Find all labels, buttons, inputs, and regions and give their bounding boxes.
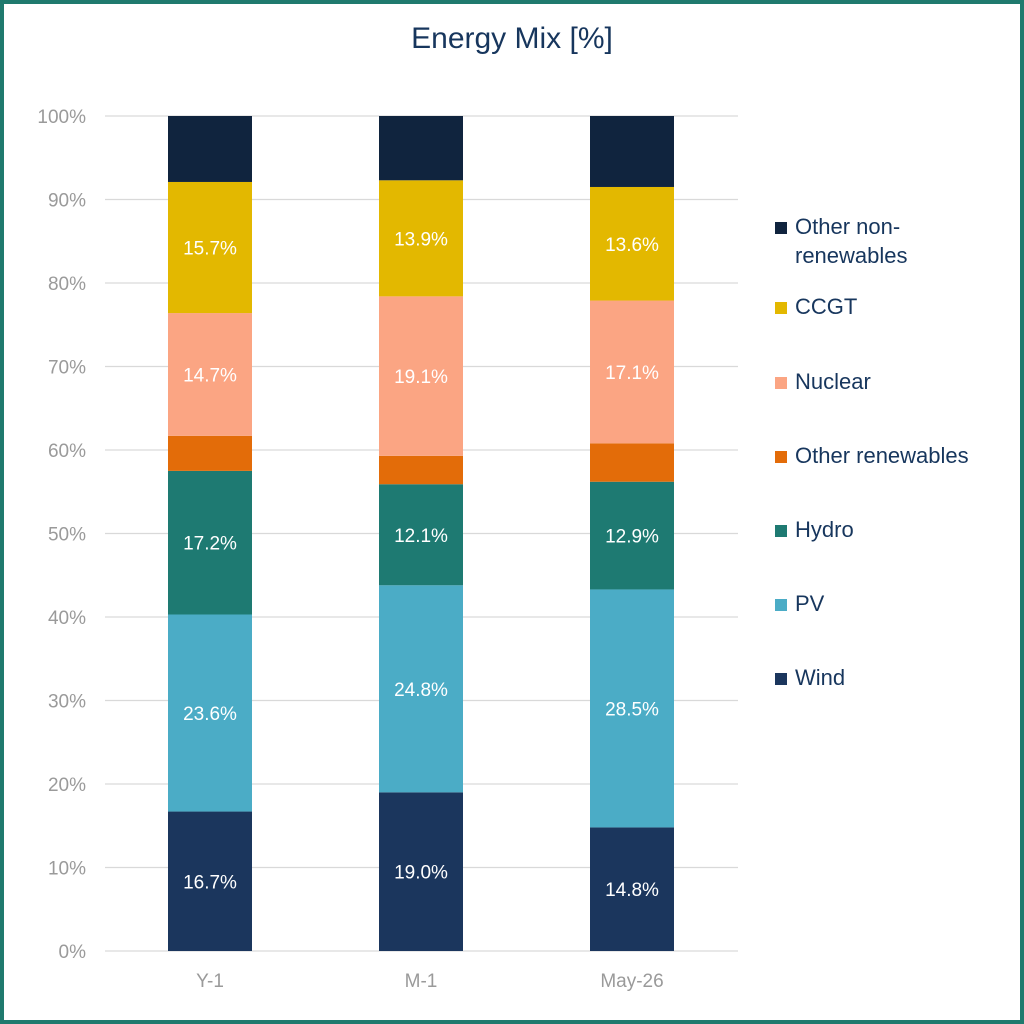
data-label: 16.7%: [183, 872, 237, 893]
y-tick-label: 40%: [48, 608, 86, 629]
legend-swatch: [775, 377, 787, 389]
data-label: 13.9%: [394, 229, 448, 250]
bar-segment: [168, 313, 252, 436]
bar-segment: [379, 296, 463, 456]
legend-label: Hydro: [795, 517, 854, 542]
y-tick-label: 60%: [48, 441, 86, 462]
legend-label: Nuclear: [795, 369, 871, 394]
x-tick-label: May-26: [600, 971, 663, 992]
bar-segment: [590, 443, 674, 482]
bar-segment: [168, 181, 252, 314]
legend-swatch: [775, 673, 787, 685]
bar-segment: [590, 300, 674, 444]
data-label: 28.5%: [605, 699, 659, 720]
bar-segment: [590, 116, 674, 187]
bar-segment: [379, 455, 463, 485]
bar-segment: [590, 589, 674, 828]
y-tick-label: 80%: [48, 274, 86, 295]
legend-swatch: [775, 222, 787, 234]
data-label: 24.8%: [394, 680, 448, 701]
legend-swatch: [775, 599, 787, 611]
bar-segment: [590, 186, 674, 301]
legend-label: Other non-renewables: [795, 214, 908, 268]
legend-item: Other non-renewables: [775, 212, 995, 270]
bar-segment: [379, 484, 463, 586]
y-tick-label: 10%: [48, 859, 86, 880]
bar-segment: [168, 614, 252, 812]
y-tick-label: 0%: [59, 942, 87, 963]
legend-swatch: [775, 525, 787, 537]
bar-segment: [379, 792, 463, 951]
x-tick-label: M-1: [405, 971, 438, 992]
legend-label: PV: [795, 591, 825, 616]
data-label: 12.1%: [394, 526, 448, 547]
bar-segment: [168, 811, 252, 951]
data-label: 14.7%: [183, 365, 237, 386]
bar-segment: [168, 435, 252, 471]
legend-item: Hydro: [775, 515, 995, 544]
x-tick-label: Y-1: [196, 971, 224, 992]
bar-segment: [590, 827, 674, 951]
data-label: 13.6%: [605, 235, 659, 256]
y-tick-label: 90%: [48, 191, 86, 212]
legend-item: Wind: [775, 663, 995, 692]
data-label: 19.0%: [394, 863, 448, 884]
bar-segment: [168, 116, 252, 182]
data-label: 23.6%: [183, 704, 237, 725]
data-label: 15.7%: [183, 239, 237, 260]
y-tick-label: 100%: [37, 107, 86, 128]
bar-segment: [168, 470, 252, 615]
data-label: 19.1%: [394, 367, 448, 388]
y-tick-label: 70%: [48, 358, 86, 379]
y-tick-label: 30%: [48, 692, 86, 713]
y-tick-label: 20%: [48, 775, 86, 796]
legend-swatch: [775, 451, 787, 463]
bar-segment: [379, 180, 463, 297]
data-label: 14.8%: [605, 880, 659, 901]
legend-item: CCGT: [775, 292, 995, 321]
data-label: 17.1%: [605, 363, 659, 384]
legend-label: Other renewables: [795, 443, 969, 468]
legend-item: Other renewables: [775, 441, 995, 470]
legend-item: Nuclear: [775, 367, 995, 396]
legend-swatch: [775, 302, 787, 314]
data-label: 12.9%: [605, 527, 659, 548]
chart-title: Energy Mix [%]: [411, 22, 613, 55]
bar-segment: [379, 585, 463, 793]
bar-segment: [379, 116, 463, 181]
legend-item: PV: [775, 589, 995, 618]
legend-label: CCGT: [795, 294, 858, 319]
y-tick-label: 50%: [48, 525, 86, 546]
bar-segment: [590, 481, 674, 590]
data-label: 17.2%: [183, 534, 237, 555]
legend-label: Wind: [795, 665, 846, 690]
